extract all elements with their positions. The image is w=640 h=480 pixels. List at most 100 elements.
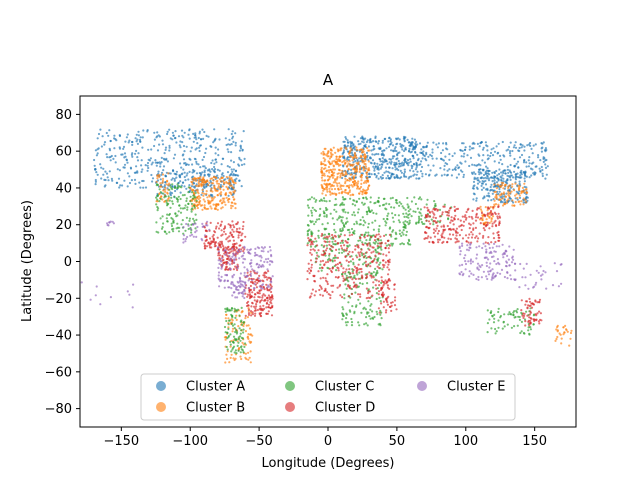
data-point [361, 172, 364, 175]
data-point [220, 240, 223, 243]
data-point [357, 180, 360, 183]
data-point [388, 279, 392, 282]
data-point [319, 260, 322, 263]
data-point [364, 231, 367, 234]
data-point [130, 179, 133, 182]
data-point [416, 164, 419, 167]
data-point [523, 159, 526, 162]
data-point [197, 183, 201, 186]
data-point [351, 213, 354, 216]
data-point [175, 215, 178, 218]
data-point [320, 269, 323, 272]
data-point [255, 305, 258, 308]
data-point [115, 181, 118, 184]
data-point [443, 203, 446, 206]
data-point [155, 164, 158, 167]
data-point [246, 316, 249, 319]
data-point [246, 295, 249, 298]
data-point [233, 189, 237, 192]
data-point [486, 149, 489, 152]
data-point [410, 200, 413, 203]
legend-label: Cluster D [315, 401, 375, 416]
data-point [174, 189, 177, 193]
data-point [410, 175, 413, 178]
data-point [469, 262, 472, 265]
data-point [365, 277, 368, 280]
data-point [248, 327, 252, 330]
data-point [149, 157, 152, 160]
data-point [418, 177, 421, 180]
data-point [376, 269, 379, 273]
data-point [189, 234, 192, 237]
data-point [367, 226, 370, 229]
data-point [378, 311, 381, 314]
data-point [546, 165, 549, 168]
data-point [173, 179, 176, 182]
data-point [506, 323, 509, 326]
data-point [482, 146, 485, 149]
data-point [214, 158, 217, 161]
data-point [509, 197, 512, 200]
data-point [232, 196, 235, 199]
data-point [163, 184, 166, 187]
data-point [498, 215, 501, 218]
data-point [529, 326, 532, 329]
data-point [372, 281, 375, 284]
data-point [446, 224, 449, 228]
data-point [518, 185, 521, 188]
data-point [415, 173, 418, 176]
data-point [201, 188, 204, 192]
data-point [118, 169, 121, 172]
data-point [525, 310, 528, 313]
data-point [310, 253, 313, 256]
data-point [431, 151, 434, 154]
data-point [373, 173, 376, 176]
data-point [212, 141, 215, 144]
data-point [536, 301, 539, 304]
data-point [521, 276, 524, 279]
data-point [538, 310, 541, 313]
data-point [442, 224, 445, 227]
data-point [213, 175, 216, 179]
data-point [489, 211, 492, 214]
data-point [270, 280, 273, 283]
data-point [445, 141, 448, 145]
data-point [472, 141, 475, 144]
data-point [214, 152, 217, 155]
data-point [179, 211, 183, 214]
data-point [435, 157, 438, 160]
data-point [224, 317, 227, 320]
data-point [232, 341, 235, 344]
data-point [451, 228, 455, 231]
data-point [512, 314, 515, 317]
data-point [356, 256, 359, 259]
data-point [364, 308, 367, 311]
data-point [377, 201, 380, 204]
data-point [501, 163, 504, 166]
data-point [229, 356, 232, 359]
data-point [230, 188, 233, 191]
data-point [218, 254, 221, 257]
data-point [387, 251, 391, 254]
data-point [476, 207, 479, 210]
data-point [185, 187, 188, 190]
data-point [154, 161, 157, 164]
data-point [259, 308, 262, 311]
data-point [208, 181, 211, 184]
data-point [115, 139, 118, 142]
data-point [487, 258, 490, 261]
data-point [387, 170, 390, 173]
data-point [349, 276, 352, 279]
data-point [184, 240, 187, 243]
data-point [471, 209, 474, 212]
data-point [403, 157, 407, 160]
data-point [492, 321, 496, 324]
data-point [255, 286, 258, 289]
data-point [344, 136, 347, 139]
data-point [330, 188, 334, 191]
data-point [493, 313, 496, 316]
data-point [225, 175, 228, 179]
data-point [426, 214, 429, 217]
data-point [339, 294, 342, 297]
legend-label: Cluster A [186, 380, 245, 395]
